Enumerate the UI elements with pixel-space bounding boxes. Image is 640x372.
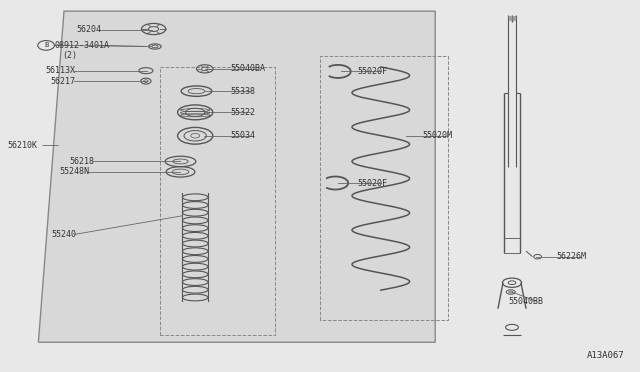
Text: 55240: 55240 (52, 230, 77, 239)
Text: 56218: 56218 (70, 157, 95, 166)
Text: 55020M: 55020M (422, 131, 452, 140)
Text: A13A067: A13A067 (586, 351, 624, 360)
Text: 56113X: 56113X (45, 66, 76, 75)
Text: 55020F: 55020F (357, 67, 387, 76)
Polygon shape (38, 11, 435, 342)
Text: 55322: 55322 (230, 108, 255, 117)
Text: 56204: 56204 (76, 25, 101, 34)
Text: 55034: 55034 (230, 131, 255, 140)
Text: 55338: 55338 (230, 87, 255, 96)
Text: (2): (2) (62, 51, 77, 60)
Text: 55040BB: 55040BB (509, 297, 544, 306)
Text: 55040BA: 55040BA (230, 64, 266, 73)
Text: 56217: 56217 (51, 77, 76, 86)
Text: 55248N: 55248N (60, 167, 90, 176)
Text: 56226M: 56226M (557, 252, 587, 261)
Text: 56210K: 56210K (8, 141, 38, 150)
Text: 08912-3401A: 08912-3401A (54, 41, 109, 50)
Text: 55020F: 55020F (357, 179, 387, 187)
Text: B: B (44, 42, 48, 48)
